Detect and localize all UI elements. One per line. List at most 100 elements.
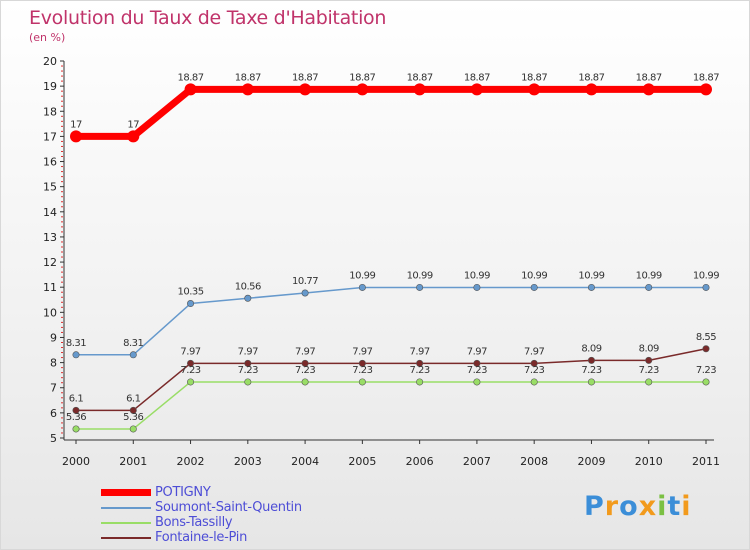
x-tick-label: 2005 (348, 455, 376, 468)
data-point (645, 283, 653, 291)
data-point (187, 378, 195, 386)
data-label: 17 (70, 119, 82, 130)
data-point (645, 378, 653, 386)
data-label: 10.99 (693, 270, 719, 281)
data-point (301, 289, 309, 297)
data-point (473, 359, 481, 367)
data-label: 10.99 (464, 270, 490, 281)
legend-label: POTIGNY (155, 485, 211, 500)
data-point (416, 283, 424, 291)
data-label: 7.23 (180, 365, 200, 376)
data-label: 5.36 (123, 412, 143, 423)
data-label: 6.1 (126, 393, 141, 404)
data-label: 7.23 (639, 365, 659, 376)
data-label: 10.99 (349, 270, 375, 281)
data-point (127, 130, 140, 143)
data-label: 7.23 (524, 365, 544, 376)
data-point (358, 359, 366, 367)
data-point (702, 283, 710, 291)
y-tick-label: 7 (50, 382, 57, 395)
data-label: 18.87 (578, 72, 604, 83)
x-tick-label: 2001 (119, 455, 147, 468)
data-point (129, 406, 137, 414)
y-tick-label: 5 (50, 432, 57, 445)
legend-label: Bons-Tassilly (155, 515, 233, 530)
data-label: 10.99 (636, 270, 662, 281)
data-label: 7.97 (410, 346, 430, 357)
data-point (530, 378, 538, 386)
logo-letter: i (681, 491, 692, 522)
legend-label: Soumont-Saint-Quentin (155, 500, 302, 515)
data-label: 7.23 (295, 365, 315, 376)
data-point (416, 378, 424, 386)
data-label: 8.31 (123, 338, 143, 349)
data-point (702, 378, 710, 386)
data-point (530, 359, 538, 367)
data-label: 10.35 (177, 287, 203, 298)
data-point (72, 406, 80, 414)
data-point (129, 425, 137, 433)
data-point (187, 359, 195, 367)
data-label: 10.77 (292, 276, 318, 287)
data-point (587, 378, 595, 386)
legend-swatch (101, 522, 151, 524)
data-point (301, 359, 309, 367)
y-tick-label: 6 (50, 407, 57, 420)
data-point (241, 83, 254, 96)
axes: 5 6 7 8 9 10 11 12 13 14 15 16 17 18 19 20 2000 2001 2002 2… (43, 55, 720, 468)
y-tick-label: 20 (43, 55, 57, 68)
data-point (301, 378, 309, 386)
data-label: 6.1 (69, 393, 84, 404)
y-tick-label: 18 (43, 105, 57, 118)
data-label: 18.87 (636, 72, 662, 83)
data-label: 7.23 (696, 365, 716, 376)
data-point (70, 130, 82, 143)
legend-swatch (101, 489, 151, 496)
data-label: 7.23 (238, 365, 258, 376)
data-label: 10.99 (407, 270, 433, 281)
data-point (299, 83, 312, 96)
data-point (528, 83, 541, 96)
data-label: 10.99 (578, 270, 604, 281)
series-line-potigny (76, 85, 706, 140)
y-tick-label: 11 (43, 281, 57, 294)
data-label: 18.87 (349, 72, 375, 83)
data-point (470, 83, 483, 96)
legend-swatch (101, 537, 151, 539)
data-label: 7.23 (352, 365, 372, 376)
logo-letter: i (657, 491, 668, 522)
data-point (702, 345, 710, 353)
y-tick-label: 17 (43, 130, 57, 143)
data-point (642, 83, 655, 96)
data-point (473, 378, 481, 386)
logo-letter: r (604, 491, 620, 522)
x-tick-label: 2009 (577, 455, 605, 468)
y-axis-unit-label: (en %) (29, 31, 66, 44)
series-layer (70, 83, 712, 433)
logo-letter: P (584, 491, 605, 522)
y-tick-label: 15 (43, 181, 57, 194)
x-tick-label: 2007 (463, 455, 491, 468)
x-tick-label: 2011 (692, 455, 720, 468)
data-label: 5.36 (66, 412, 86, 423)
y-tick-label: 12 (43, 256, 57, 269)
data-point (530, 283, 538, 291)
y-tick-label: 9 (50, 331, 57, 344)
data-label: 18.87 (464, 72, 490, 83)
data-point (72, 425, 80, 433)
x-tick-label: 2010 (635, 455, 663, 468)
data-label: 18.87 (521, 72, 547, 83)
data-label: 18.87 (177, 72, 203, 83)
data-point (356, 83, 369, 96)
data-labels-layer: 17 17 18.87 18.87 18.87 18.87 18.87 18.87 18.87 1… (66, 72, 720, 423)
data-label: 18.87 (407, 72, 433, 83)
data-point (244, 378, 252, 386)
legend-label: Fontaine-le-Pin (155, 530, 248, 545)
data-label: 10.56 (235, 281, 261, 292)
x-tick-label: 2006 (406, 455, 434, 468)
data-label: 18.87 (292, 72, 318, 83)
data-point (72, 351, 80, 359)
data-point (587, 283, 595, 291)
data-label: 17 (127, 119, 139, 130)
